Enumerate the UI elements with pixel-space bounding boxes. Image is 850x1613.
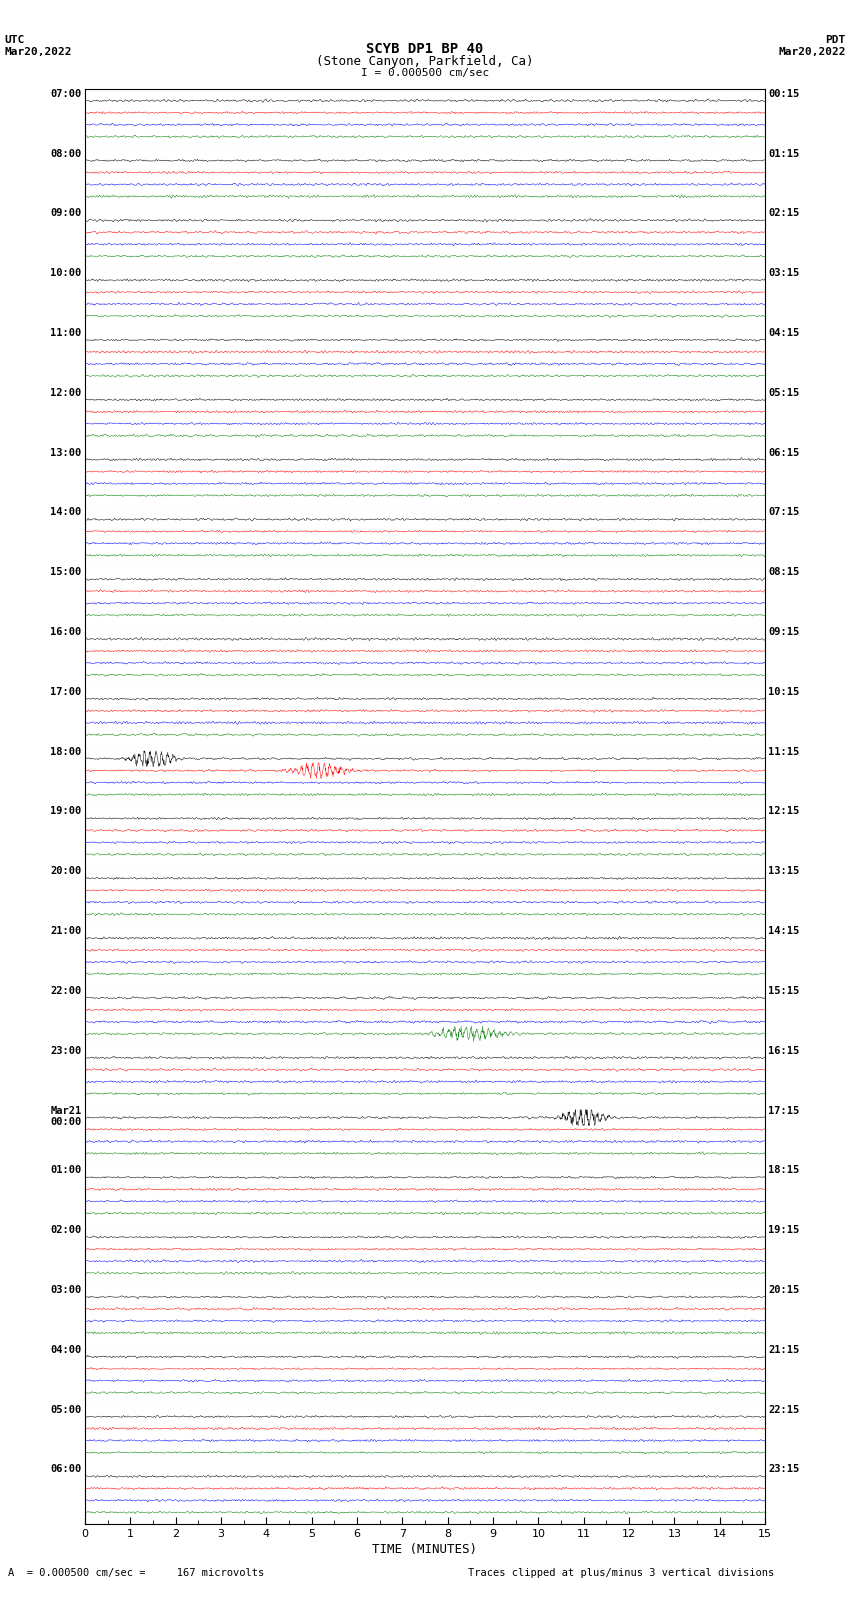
Text: Traces clipped at plus/minus 3 vertical divisions: Traces clipped at plus/minus 3 vertical … [468, 1568, 774, 1578]
Text: 09:15: 09:15 [768, 627, 800, 637]
Text: 16:15: 16:15 [768, 1045, 800, 1057]
Text: 18:00: 18:00 [50, 747, 82, 756]
Text: 23:15: 23:15 [768, 1465, 800, 1474]
Text: 23:00: 23:00 [50, 1045, 82, 1057]
Text: 06:15: 06:15 [768, 448, 800, 458]
Text: A  = 0.000500 cm/sec =     167 microvolts: A = 0.000500 cm/sec = 167 microvolts [8, 1568, 264, 1578]
Text: 20:00: 20:00 [50, 866, 82, 876]
Text: 05:00: 05:00 [50, 1405, 82, 1415]
Text: 03:15: 03:15 [768, 268, 800, 277]
Text: I = 0.000500 cm/sec: I = 0.000500 cm/sec [361, 68, 489, 77]
Text: 15:15: 15:15 [768, 986, 800, 995]
Text: 12:15: 12:15 [768, 806, 800, 816]
Text: 14:15: 14:15 [768, 926, 800, 936]
Text: 21:15: 21:15 [768, 1345, 800, 1355]
Text: 02:00: 02:00 [50, 1226, 82, 1236]
Text: 11:00: 11:00 [50, 327, 82, 339]
Text: 19:00: 19:00 [50, 806, 82, 816]
Text: (Stone Canyon, Parkfield, Ca): (Stone Canyon, Parkfield, Ca) [316, 55, 534, 68]
Text: 11:15: 11:15 [768, 747, 800, 756]
Text: 20:15: 20:15 [768, 1286, 800, 1295]
Text: 15:00: 15:00 [50, 568, 82, 577]
Text: SCYB DP1 BP 40: SCYB DP1 BP 40 [366, 42, 484, 56]
Text: 08:15: 08:15 [768, 568, 800, 577]
Text: 14:00: 14:00 [50, 508, 82, 518]
Text: 10:15: 10:15 [768, 687, 800, 697]
Text: 22:15: 22:15 [768, 1405, 800, 1415]
Text: 00:15: 00:15 [768, 89, 800, 98]
Text: 13:15: 13:15 [768, 866, 800, 876]
Text: 01:15: 01:15 [768, 148, 800, 158]
Text: 18:15: 18:15 [768, 1165, 800, 1176]
Text: 04:15: 04:15 [768, 327, 800, 339]
Text: 03:00: 03:00 [50, 1286, 82, 1295]
Text: 13:00: 13:00 [50, 448, 82, 458]
Text: 08:00: 08:00 [50, 148, 82, 158]
Text: 22:00: 22:00 [50, 986, 82, 995]
Text: 07:00: 07:00 [50, 89, 82, 98]
Text: 02:15: 02:15 [768, 208, 800, 218]
Text: 05:15: 05:15 [768, 387, 800, 398]
Text: 10:00: 10:00 [50, 268, 82, 277]
Text: 21:00: 21:00 [50, 926, 82, 936]
Text: Mar21
00:00: Mar21 00:00 [50, 1105, 82, 1127]
Text: 16:00: 16:00 [50, 627, 82, 637]
Text: 06:00: 06:00 [50, 1465, 82, 1474]
Text: 01:00: 01:00 [50, 1165, 82, 1176]
Text: PDT
Mar20,2022: PDT Mar20,2022 [779, 35, 846, 56]
Text: 04:00: 04:00 [50, 1345, 82, 1355]
X-axis label: TIME (MINUTES): TIME (MINUTES) [372, 1544, 478, 1557]
Text: 17:15: 17:15 [768, 1105, 800, 1116]
Text: 12:00: 12:00 [50, 387, 82, 398]
Text: 17:00: 17:00 [50, 687, 82, 697]
Text: 09:00: 09:00 [50, 208, 82, 218]
Text: UTC
Mar20,2022: UTC Mar20,2022 [4, 35, 71, 56]
Text: 19:15: 19:15 [768, 1226, 800, 1236]
Text: 07:15: 07:15 [768, 508, 800, 518]
